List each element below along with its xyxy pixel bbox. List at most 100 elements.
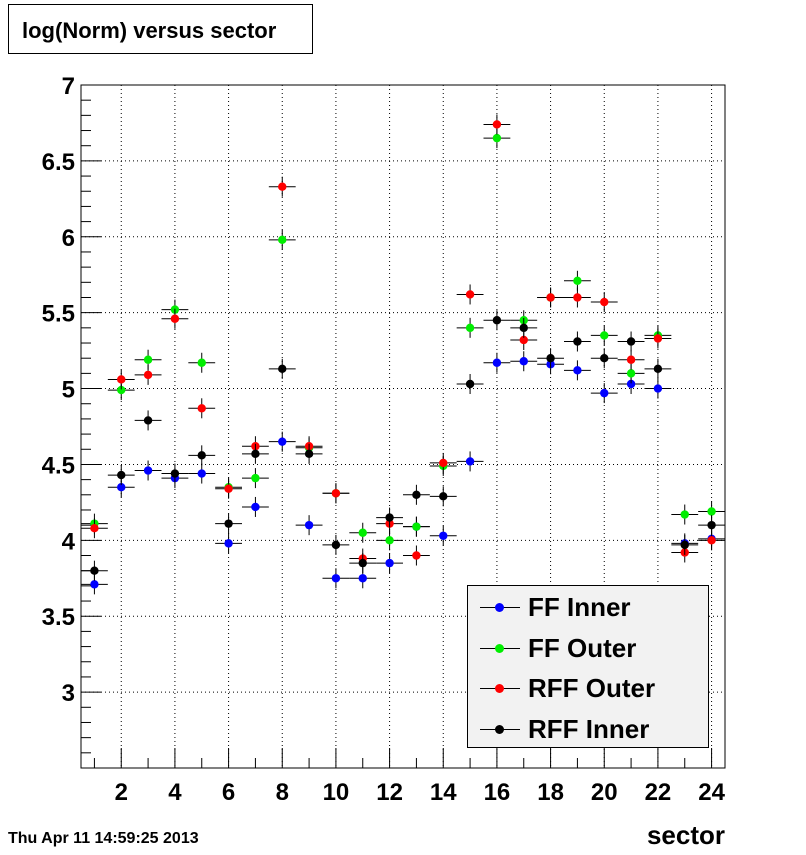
x-axis-label: sector	[646, 820, 725, 850]
data-point-ff-inner	[304, 520, 314, 530]
x-tick-label: 4	[168, 779, 182, 806]
x-tick-label: 12	[376, 779, 403, 806]
y-tick-label: 4.5	[42, 452, 75, 479]
data-point-rff-inner	[439, 492, 448, 501]
data-point-ff-outer	[680, 510, 689, 519]
data-point-ff-outer	[143, 355, 153, 364]
data-point-ff-outer	[251, 473, 260, 483]
data-point-rff-outer	[626, 355, 636, 364]
y-tick-label: 3	[62, 680, 75, 707]
data-point-rff-outer	[439, 458, 448, 468]
legend-marker	[495, 724, 504, 734]
data-point-ff-inner	[439, 531, 448, 540]
data-point-rff-outer	[600, 297, 609, 307]
data-point-rff-inner	[680, 540, 689, 550]
x-tick-label: 24	[698, 779, 725, 806]
data-point-rff-inner	[224, 519, 233, 528]
data-point-ff-inner	[251, 502, 260, 512]
data-point-ff-inner	[278, 437, 287, 446]
data-point-ff-outer	[573, 276, 582, 285]
data-point-rff-inner	[143, 416, 153, 425]
data-point-rff-inner	[90, 566, 99, 575]
data-point-rff-inner	[358, 558, 367, 568]
y-tick-label: 3.5	[42, 604, 75, 631]
data-point-ff-outer	[492, 133, 502, 143]
data-point-rff-outer	[573, 293, 582, 302]
data-point-rff-outer	[519, 335, 528, 345]
data-point-rff-inner	[251, 449, 260, 459]
data-point-rff-outer	[331, 489, 341, 498]
data-point-ff-outer	[412, 522, 421, 531]
data-point-ff-inner	[331, 574, 341, 583]
data-point-rff-outer	[465, 290, 475, 299]
data-point-ff-inner	[465, 457, 475, 466]
data-point-rff-inner	[519, 323, 528, 333]
data-point-ff-inner	[224, 539, 233, 548]
data-point-rff-outer	[143, 370, 153, 380]
data-point-ff-outer	[465, 323, 475, 333]
data-point-ff-inner	[358, 574, 367, 583]
data-points	[81, 114, 725, 595]
legend-entry-rff-inner: RFF Inner	[468, 710, 708, 750]
x-tick-label: 2	[115, 779, 128, 806]
legend-label: RFF Inner	[528, 713, 650, 744]
data-point-ff-outer	[117, 385, 126, 395]
y-tick-label: 6	[62, 225, 75, 252]
data-point-rff-outer	[197, 404, 206, 413]
plot-frame	[80, 84, 726, 769]
data-point-ff-outer	[278, 235, 287, 245]
data-point-rff-inner	[626, 337, 636, 346]
x-tick-label: 16	[484, 779, 511, 806]
data-point-rff-outer	[707, 536, 716, 545]
data-point-rff-outer	[492, 120, 502, 129]
legend-marker	[495, 603, 504, 612]
legend-entry-ff-outer: FF Outer	[468, 629, 708, 669]
data-point-ff-inner	[626, 379, 636, 389]
legend-label: RFF Outer	[528, 673, 656, 703]
data-point-rff-inner	[197, 451, 206, 460]
data-point-rff-outer	[224, 484, 233, 493]
data-point-rff-outer	[278, 182, 287, 191]
legend-entry-rff-outer: RFF Outer	[468, 669, 708, 709]
data-point-rff-outer	[412, 551, 421, 560]
data-point-rff-outer	[653, 334, 663, 343]
legend: FF Inner FF Outer RFF Outer RFF Inner	[467, 585, 709, 748]
chart-title: log(Norm) versus sector	[22, 18, 277, 43]
data-point-ff-inner	[385, 558, 394, 568]
data-point-rff-inner	[304, 449, 314, 459]
data-point-ff-inner	[600, 388, 609, 398]
data-point-ff-inner	[143, 466, 153, 475]
title-box: log(Norm) versus sector	[8, 4, 313, 54]
legend-label: FF Inner	[528, 592, 631, 622]
data-point-rff-outer	[170, 314, 180, 323]
x-tick-label: 14	[430, 779, 457, 806]
legend-marker	[495, 643, 504, 653]
legend-marker	[495, 684, 504, 693]
data-point-ff-outer	[600, 331, 609, 340]
data-point-ff-outer	[385, 536, 394, 545]
data-point-rff-inner	[465, 379, 475, 389]
legend-label: FF Outer	[528, 632, 637, 663]
data-point-ff-outer	[197, 358, 206, 367]
y-tick-label: 5.5	[42, 301, 75, 328]
data-point-rff-inner	[600, 354, 609, 363]
data-point-ff-inner	[197, 469, 206, 478]
x-tick-label: 10	[323, 779, 350, 806]
data-point-ff-outer	[358, 528, 367, 537]
x-tick-label: 20	[591, 779, 618, 806]
data-point-ff-outer	[707, 507, 716, 516]
data-point-ff-inner	[573, 366, 582, 375]
data-point-rff-inner	[573, 337, 582, 346]
data-point-rff-inner	[412, 490, 421, 499]
data-point-rff-inner	[331, 540, 341, 550]
y-tick-label: 4	[62, 528, 76, 555]
timestamp: Thu Apr 11 14:59:25 2013	[8, 830, 199, 847]
data-point-rff-inner	[278, 364, 287, 374]
data-point-rff-inner	[546, 354, 555, 363]
data-point-ff-inner	[492, 358, 502, 367]
data-point-rff-outer	[90, 523, 99, 533]
data-point-ff-outer	[626, 369, 636, 378]
legend-entry-ff-inner: FF Inner	[468, 588, 708, 628]
